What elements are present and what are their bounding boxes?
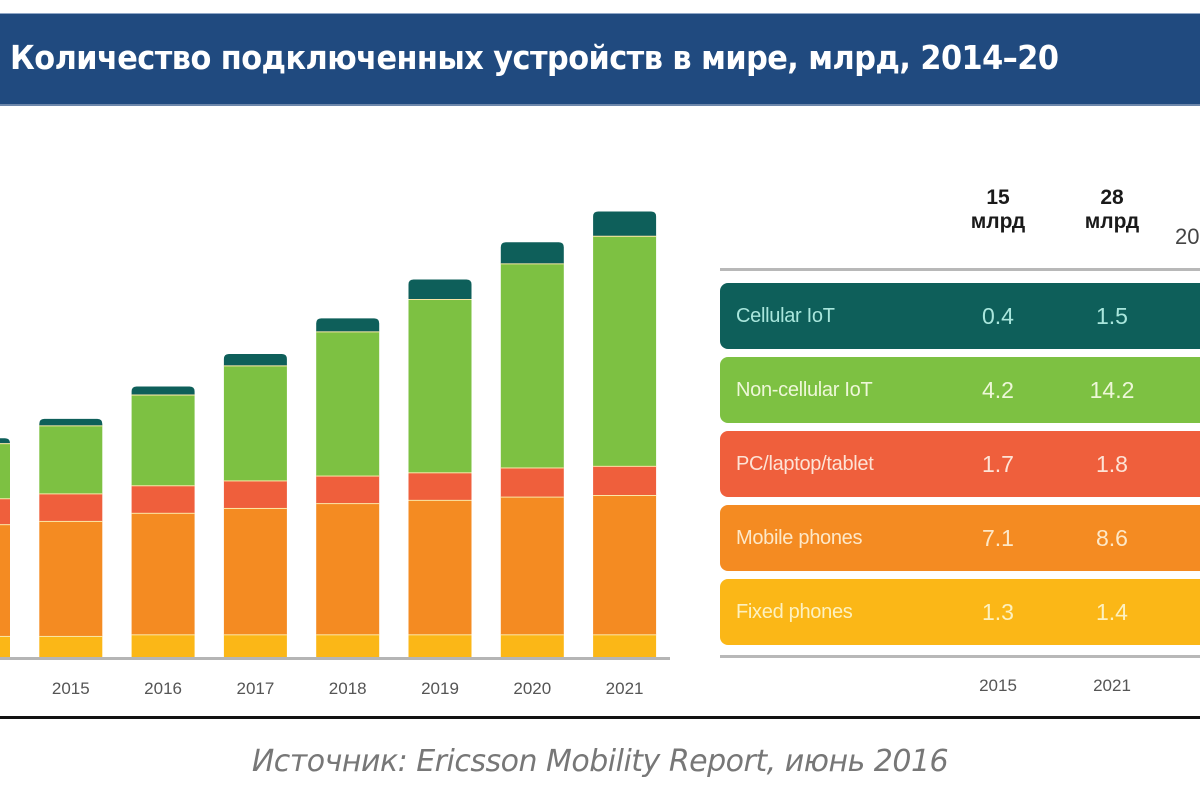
bar-segment-non-cellular-iot bbox=[0, 443, 10, 499]
table-row: Non-cellular IoT 4.2 14.2 bbox=[720, 357, 1200, 423]
bar-segment-mobile-phones bbox=[223, 507, 287, 635]
bar-2021 bbox=[593, 211, 657, 657]
title-banner: Количество подключенных устройств в мире… bbox=[0, 13, 1200, 106]
x-tick-label: 2018 bbox=[329, 679, 367, 698]
bar-segment-non-cellular-iot bbox=[316, 331, 380, 476]
bar-2018 bbox=[316, 318, 380, 657]
bar-segment-fixed-phones bbox=[223, 634, 287, 657]
bar-segment-fixed-phones bbox=[408, 634, 472, 657]
segment-separator bbox=[223, 479, 287, 482]
row-value-2021: 8.6 bbox=[1096, 525, 1128, 551]
bar-segment-pc-laptop-tablet bbox=[593, 465, 657, 495]
table-row: Fixed phones 1.3 1.4 bbox=[720, 579, 1200, 645]
x-tick-label: 2021 bbox=[606, 679, 644, 698]
bar-2015 bbox=[39, 418, 103, 657]
bar-segment-fixed-phones bbox=[316, 634, 380, 657]
x-tick-label: 2015 bbox=[52, 679, 90, 698]
table-row: Cellular IoT 0.4 1.5 bbox=[720, 283, 1200, 349]
bar-segment-cellular-iot bbox=[593, 211, 657, 236]
bar-segment-fixed-phones bbox=[39, 635, 103, 657]
bar-segment-non-cellular-iot bbox=[593, 235, 657, 466]
bar-segment-pc-laptop-tablet bbox=[0, 498, 10, 525]
row-value-2021: 1.8 bbox=[1096, 451, 1128, 477]
table-header-unit: млрд bbox=[970, 210, 1026, 233]
bar-segment-mobile-phones bbox=[0, 524, 10, 636]
x-tick-label: 2020 bbox=[513, 679, 551, 698]
bar-segment-fixed-phones bbox=[0, 635, 10, 657]
row-value-2021: 1.4 bbox=[1096, 599, 1128, 625]
x-tick-label: 2019 bbox=[421, 679, 459, 698]
row-label: PC/laptop/tablet bbox=[736, 453, 874, 475]
table-header-total: 28 bbox=[1100, 186, 1124, 209]
bar-segment-mobile-phones bbox=[408, 499, 472, 635]
bar-segment-pc-laptop-tablet bbox=[408, 472, 472, 500]
table-top-rule bbox=[720, 268, 1200, 271]
row-label: Fixed phones bbox=[736, 601, 853, 623]
bar-2014 bbox=[0, 438, 10, 657]
x-axis-line bbox=[0, 657, 670, 660]
table-year-2021: 2021 bbox=[1093, 676, 1131, 695]
source-caption: Источник: Ericsson Mobility Report, июнь… bbox=[251, 744, 949, 779]
row-value-2015: 0.4 bbox=[982, 303, 1014, 329]
bar-segment-fixed-phones bbox=[593, 634, 657, 657]
row-label: Non-cellular IoT bbox=[736, 379, 873, 401]
bar-segment-pc-laptop-tablet bbox=[223, 480, 287, 508]
bar-segment-cellular-iot bbox=[0, 438, 10, 444]
bottom-rule bbox=[0, 716, 1200, 719]
x-tick-label: 2017 bbox=[236, 679, 274, 698]
bar-segment-non-cellular-iot bbox=[500, 263, 564, 468]
chart-title: Количество подключенных устройств в мире… bbox=[10, 38, 1059, 77]
table-header-2015: 15 млрд bbox=[958, 186, 1038, 234]
bar-segment-pc-laptop-tablet bbox=[500, 467, 564, 497]
bar-segment-mobile-phones bbox=[131, 512, 195, 635]
bar-segment-pc-laptop-tablet bbox=[131, 485, 195, 513]
row-value-2021: 1.5 bbox=[1096, 303, 1128, 329]
bar-segment-mobile-phones bbox=[593, 495, 657, 635]
row-value-2015: 1.3 bbox=[982, 599, 1014, 625]
table-header-2021: 28 млрд bbox=[1072, 186, 1152, 234]
table-row: Mobile phones 7.1 8.6 bbox=[720, 505, 1200, 571]
bar-segment-cellular-iot bbox=[500, 242, 564, 264]
bar-2020 bbox=[500, 242, 564, 657]
table-bottom-rule bbox=[720, 655, 1200, 658]
table-year-2015: 2015 bbox=[979, 676, 1017, 695]
bar-2019 bbox=[408, 279, 472, 657]
bar-segment-cellular-iot bbox=[408, 279, 472, 299]
row-value-2015: 4.2 bbox=[982, 377, 1014, 403]
segment-separator bbox=[0, 634, 10, 637]
x-tick-label: 2016 bbox=[144, 679, 182, 698]
bar-2016 bbox=[131, 386, 195, 657]
bar-segment-mobile-phones bbox=[500, 496, 564, 635]
table-header-cut-column: 20 bbox=[1175, 224, 1200, 249]
table-header-unit: млрд bbox=[1084, 210, 1140, 233]
bar-segment-non-cellular-iot bbox=[131, 394, 195, 486]
bar-segment-cellular-iot bbox=[131, 386, 195, 395]
bar-segment-non-cellular-iot bbox=[223, 365, 287, 481]
row-label: Cellular IoT bbox=[736, 305, 835, 327]
row-value-2015: 1.7 bbox=[982, 451, 1014, 477]
bar-segment-fixed-phones bbox=[500, 634, 564, 657]
bar-segment-cellular-iot bbox=[223, 354, 287, 366]
bar-2017 bbox=[223, 354, 287, 657]
bar-segment-cellular-iot bbox=[39, 418, 103, 426]
table-row: PC/laptop/tablet 1.7 1.8 bbox=[720, 431, 1200, 497]
bar-segment-non-cellular-iot bbox=[408, 298, 472, 473]
bar-segment-cellular-iot bbox=[316, 318, 380, 332]
bar-segment-mobile-phones bbox=[39, 520, 103, 636]
bar-segment-pc-laptop-tablet bbox=[316, 475, 380, 504]
bar-segment-mobile-phones bbox=[316, 503, 380, 635]
row-label: Mobile phones bbox=[736, 527, 863, 549]
table-header-total: 15 bbox=[986, 186, 1010, 209]
bar-segment-pc-laptop-tablet bbox=[39, 493, 103, 521]
row-value-2015: 7.1 bbox=[982, 525, 1014, 551]
bar-segment-fixed-phones bbox=[131, 634, 195, 657]
bar-segment-non-cellular-iot bbox=[39, 425, 103, 494]
row-value-2021: 14.2 bbox=[1089, 377, 1135, 403]
